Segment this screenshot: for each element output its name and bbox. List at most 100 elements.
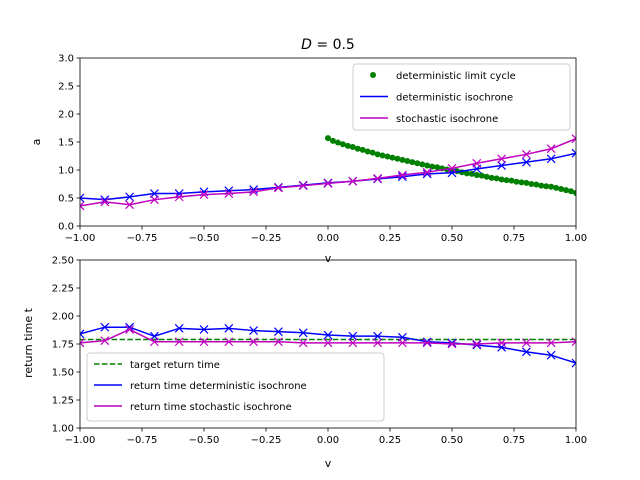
bottom-chart-ytick-label: 1.50	[52, 368, 74, 379]
top-chart-series-stochastic-isochrone-marker	[348, 176, 358, 186]
bottom-chart-series-return-time-stochastic-isochrone-marker	[174, 337, 184, 347]
bottom-chart-series-return-time-stochastic-isochrone-marker	[224, 337, 234, 347]
top-chart-series-stochastic-isochrone-marker	[149, 195, 159, 205]
top-chart-legend-entry-marker	[370, 72, 376, 78]
top-chart-xtick-label: 0.25	[379, 233, 401, 244]
bottom-chart-series-return-time-deterministic-isochrone-marker	[447, 338, 457, 348]
top-chart-series-stochastic-isochrone-marker	[249, 187, 259, 197]
bottom-chart-series-return-time-deterministic-isochrone-marker	[546, 350, 556, 360]
bottom-chart-series-return-time-deterministic-isochrone-marker	[521, 347, 531, 357]
top-chart-series-deterministic-limit-cycle-point	[478, 172, 485, 179]
top-chart-series-deterministic-limit-cycle-point	[568, 188, 575, 195]
top-chart-series-stochastic-isochrone-marker	[174, 192, 184, 202]
top-chart-xtick-label: −0.75	[127, 233, 158, 244]
bottom-chart-series-return-time-stochastic-isochrone-marker	[373, 338, 383, 348]
bottom-chart-series-return-time-stochastic-isochrone-marker	[298, 338, 308, 348]
top-chart-series-deterministic-limit-cycle-point	[334, 139, 341, 146]
bottom-chart-series-return-time-deterministic-isochrone-marker	[249, 326, 259, 335]
bottom-chart-ytick-label: 2.00	[52, 312, 74, 323]
bottom-chart-series-return-time-stochastic-isochrone-marker	[571, 337, 576, 347]
bottom-chart-xtick-label: 1.00	[565, 435, 587, 446]
bottom-chart-group: −1.00 −0.75 −0.50 −0.25 0.00 0.25 0.50 0.75 1.00…	[52, 256, 587, 447]
top-chart-series-deterministic-limit-cycle-point	[503, 177, 510, 184]
bottom-chart-xlabel: v	[325, 457, 332, 470]
top-chart-xtick-label: −0.25	[251, 233, 282, 244]
top-chart-series-deterministic-limit-cycle-point	[329, 137, 336, 144]
top-chart-series-deterministic-isochrone-marker	[571, 148, 576, 158]
top-chart-series-stochastic-isochrone-marker	[571, 134, 576, 144]
top-chart-group: −1.00 −0.75 −0.50 −0.25 0.00 0.25 0.50 0.75 1.00…	[58, 54, 587, 245]
bottom-chart-series-return-time-stochastic-isochrone-marker	[447, 339, 457, 349]
top-chart-ytick-label: 1.5	[58, 138, 74, 149]
bottom-chart-ylabel: return time t	[22, 307, 35, 377]
top-chart-series-deterministic-limit-cycle-point	[538, 182, 545, 189]
top-chart-series-deterministic-limit-cycle-point	[354, 145, 361, 152]
top-chart-series-deterministic-isochrone-marker	[521, 157, 531, 167]
bottom-chart-series-return-time-deterministic-isochrone-marker	[174, 323, 184, 333]
bottom-chart-series-return-time-stochastic-isochrone-marker	[125, 325, 135, 334]
top-chart-series-stochastic-isochrone-marker	[521, 149, 531, 159]
top-chart-series-deterministic-limit-cycle-point	[339, 141, 346, 148]
bottom-chart-ytick-label: 1.75	[52, 340, 74, 351]
top-chart-series-deterministic-limit-cycle-point	[523, 179, 530, 186]
top-chart-series-deterministic-limit-cycle-point	[543, 183, 550, 190]
top-chart-series-deterministic-limit-cycle-point	[389, 154, 396, 161]
bottom-chart-series-return-time-stochastic-isochrone-marker	[497, 338, 507, 348]
top-chart-legend-entry-label: deterministic limit cycle	[396, 71, 516, 82]
bottom-chart-series-return-time-deterministic-isochrone-marker	[199, 325, 209, 334]
bottom-chart-series-return-time-stochastic-isochrone-marker	[348, 338, 358, 348]
bottom-chart-legend: target return time return time determinis…	[86, 352, 385, 422]
top-chart-ytick-label: 2.0	[58, 110, 74, 121]
top-chart-series-deterministic-limit-cycle-point	[424, 162, 431, 169]
top-chart-series-deterministic-limit-cycle-point	[364, 148, 371, 155]
top-chart-series-deterministic-limit-cycle-point	[399, 156, 406, 163]
top-chart-series-deterministic-limit-cycle-point	[404, 158, 411, 165]
top-chart-title: D = 0.5	[301, 37, 355, 53]
top-chart-series-deterministic-limit-cycle-point	[325, 135, 331, 142]
top-chart-ytick-label: 2.5	[58, 82, 74, 93]
top-chart-ytick-label: 0.5	[58, 194, 74, 205]
bottom-chart-series-return-time-stochastic-isochrone-marker	[199, 337, 209, 347]
top-chart-xtick-label: 0.00	[317, 233, 339, 244]
bottom-chart-series-return-time-stochastic-isochrone-marker	[80, 338, 85, 348]
top-chart-series-deterministic-limit-cycle-point	[513, 178, 520, 185]
top-chart-ytick-label: 1.0	[58, 166, 74, 177]
bottom-chart-series-return-time-stochastic-isochrone-marker	[422, 338, 432, 348]
top-chart-series-stochastic-isochrone-marker	[323, 179, 333, 188]
bottom-chart-series-return-time-stochastic-isochrone-marker	[273, 337, 283, 347]
top-chart-series-stochastic-isochrone-marker	[373, 173, 383, 183]
bottom-chart-series-return-time-deterministic-isochrone-marker	[497, 342, 507, 352]
bottom-chart-series-return-time-stochastic-isochrone-marker	[397, 338, 407, 348]
top-chart-xtick-label: 0.50	[441, 233, 463, 244]
bottom-chart-series-return-time-stochastic-isochrone	[80, 325, 576, 349]
top-chart-series-stochastic-isochrone-marker	[546, 144, 556, 154]
bottom-chart-xtick-label: 0.75	[503, 435, 525, 446]
top-chart-series-deterministic-limit-cycle-point	[344, 142, 351, 149]
top-chart-series-deterministic-limit-cycle-point	[518, 179, 525, 186]
bottom-chart-series-return-time-stochastic-isochrone-marker	[149, 337, 159, 347]
top-chart-series-deterministic-isochrone-marker	[546, 154, 556, 164]
top-chart-series-deterministic-limit-cycle-point	[493, 175, 500, 182]
top-chart-series-deterministic-limit-cycle-point	[369, 149, 376, 156]
bottom-chart-series-return-time-deterministic-isochrone-marker	[571, 358, 576, 368]
top-chart-series-deterministic-limit-cycle-point	[563, 187, 570, 194]
bottom-chart-series-return-time-stochastic-isochrone-marker	[323, 338, 333, 348]
top-chart-series-deterministic-limit-cycle-point	[553, 184, 560, 191]
bottom-chart-series-return-time-deterministic-isochrone-marker	[422, 337, 432, 347]
top-chart-series-stochastic-isochrone-marker	[422, 167, 432, 177]
bottom-chart-xtick-label: 0.00	[317, 435, 339, 446]
bottom-chart-series-return-time-stochastic-isochrone-marker	[546, 338, 556, 348]
top-chart-series-deterministic-limit-cycle-point	[533, 181, 540, 188]
top-chart-series-deterministic-limit-cycle-point	[414, 160, 421, 167]
bottom-chart-series-return-time-deterministic-isochrone-marker	[100, 322, 110, 332]
bottom-chart-series-area	[80, 322, 576, 368]
top-chart-series-deterministic-limit-cycle-point	[434, 164, 441, 171]
top-chart-series-stochastic-isochrone-marker	[273, 183, 283, 193]
top-chart-series-deterministic-limit-cycle-point	[573, 189, 576, 196]
top-chart-series-deterministic-limit-cycle-point	[419, 161, 426, 168]
top-chart-series-deterministic-limit-cycle-point	[374, 151, 381, 158]
top-chart-series-deterministic-limit-cycle-point	[409, 159, 416, 166]
top-chart-series-stochastic-isochrone-marker	[447, 163, 457, 173]
top-chart-series-area	[80, 134, 576, 211]
top-chart-series-deterministic-limit-cycle-point	[359, 146, 366, 153]
